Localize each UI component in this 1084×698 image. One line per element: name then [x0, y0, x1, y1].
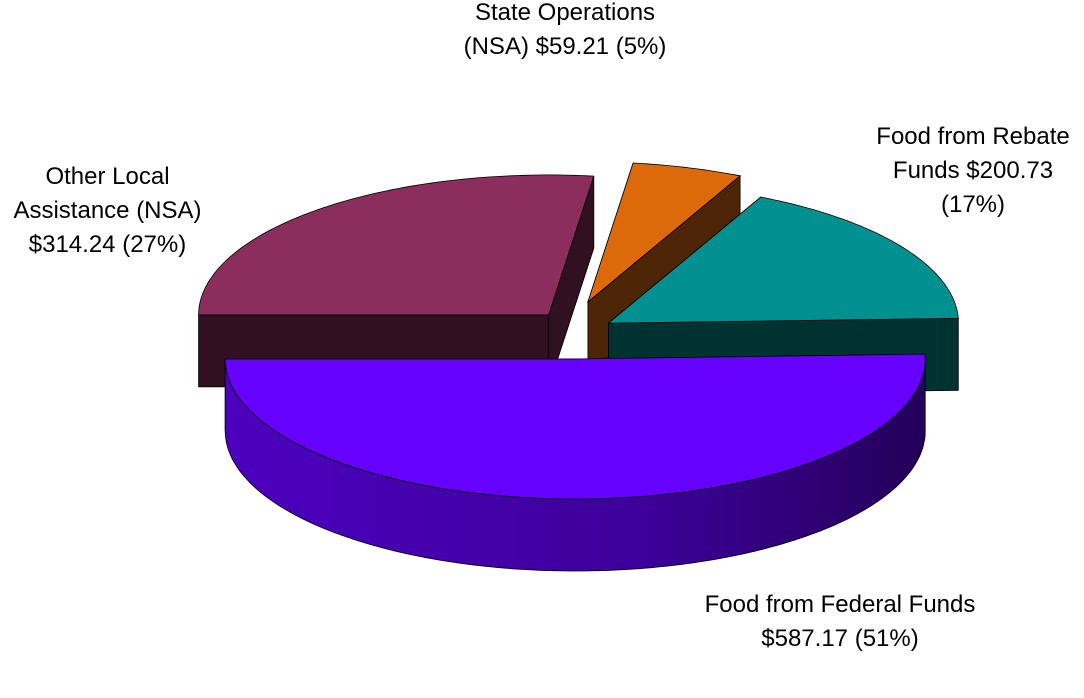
slice: [224, 353, 926, 572]
category-label: State Operations (NSA): [463, 0, 656, 60]
value-label: $200.73: [966, 157, 1054, 184]
category-label: Other Local Assistance (NSA): [13, 163, 202, 224]
slice-label: State Operations (NSA) $59.21 (5%): [455, 0, 675, 64]
percent-label: (17%): [940, 191, 1006, 218]
percent-label: (5%): [615, 33, 667, 60]
percent-label: (27%): [122, 231, 187, 258]
slice-top: [607, 196, 959, 324]
slice-label: Food from Federal Funds $587.17 (51%): [690, 588, 990, 656]
slice-label: Other Local Assistance (NSA) $314.24 (27…: [0, 160, 215, 262]
slice-top: [198, 174, 595, 316]
slice-label: Food from Rebate Funds $200.73 (17%): [862, 120, 1084, 222]
category-label: Food from Rebate Funds: [876, 123, 1070, 184]
value-label: $587.17: [761, 625, 849, 652]
slice-top: [587, 162, 742, 304]
percent-label: (51%): [854, 625, 919, 652]
value-label: $314.24: [28, 231, 116, 258]
slice-top: [224, 353, 926, 500]
value-label: $59.21: [535, 33, 610, 60]
category-label: Food from Federal Funds: [704, 591, 976, 618]
slice: [198, 174, 595, 388]
